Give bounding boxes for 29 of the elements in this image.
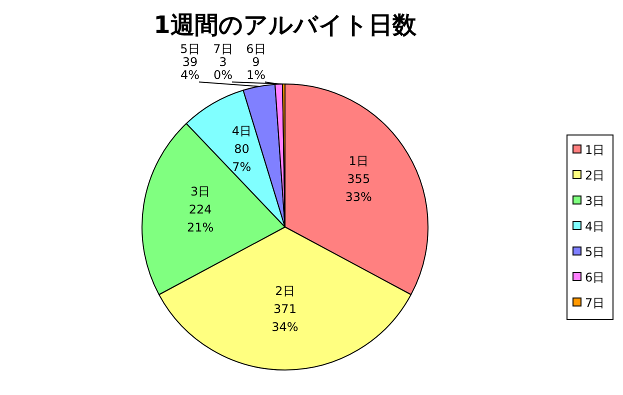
text: 34% [272,320,298,334]
text: 1% [246,68,266,82]
legend-label: 4日 [585,220,605,234]
slice-label: 5日 [180,42,200,56]
legend-label: 3日 [585,194,605,208]
data-label: 80 [234,142,250,156]
data-label: 355 [347,172,370,186]
data-label: 3 [219,55,227,69]
slice-label: 4日 [232,124,252,138]
slice-label: 1日 [348,154,368,168]
text: 33% [345,190,372,204]
text: 0% [213,68,233,82]
text: 21% [186,220,214,234]
legend-label: 7日 [585,296,605,310]
chart-title: 1週間のアルバイト日数 [154,11,418,39]
data-label: 371 [274,302,296,316]
data-label: 224 [188,202,212,216]
legend-label: 5日 [585,245,605,259]
slice-label: 6日 [246,42,266,56]
slice-label: 2日 [275,284,295,298]
data-label: 9 [252,55,260,69]
legend-label: 2日 [585,168,605,182]
legend-label: 1日 [585,143,605,157]
legend-label: 6日 [585,270,605,284]
text: 7% [232,160,252,174]
text: 4% [180,68,200,82]
slice-label: 7日 [213,42,233,56]
slice-label: 3日 [190,184,210,198]
data-label: 39 [182,55,198,69]
